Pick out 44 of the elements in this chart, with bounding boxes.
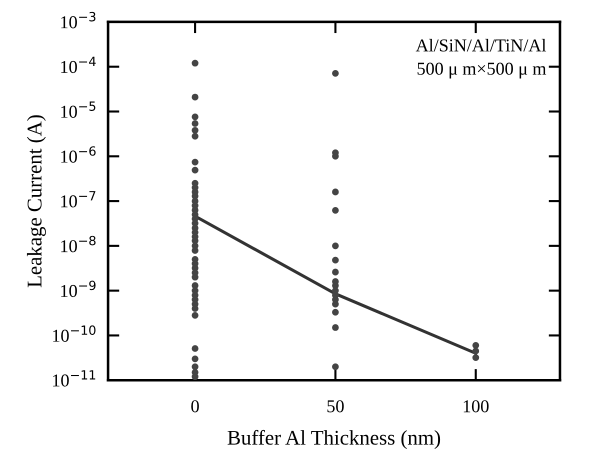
point xyxy=(472,354,480,361)
point xyxy=(332,300,339,308)
point xyxy=(332,268,339,276)
point xyxy=(332,188,339,196)
point xyxy=(192,132,198,140)
point xyxy=(192,345,198,352)
point xyxy=(192,363,198,370)
point xyxy=(332,242,339,250)
y-tick-label: 10$^{−9}$ xyxy=(61,280,96,298)
point xyxy=(332,324,339,331)
y-tick-label: 10$^{−3}$ xyxy=(61,12,96,28)
annotation: 500 μ m×500 μ m xyxy=(418,62,546,78)
point xyxy=(192,355,198,362)
point xyxy=(332,70,339,77)
point xyxy=(192,126,198,134)
point xyxy=(192,305,198,312)
y-tick-label: 10$^{−5}$ xyxy=(61,102,96,118)
x-tick-label: 50 xyxy=(327,400,344,412)
point xyxy=(192,247,198,254)
point xyxy=(332,206,339,214)
x-axis-title: Buffer Al Thickness (nm) xyxy=(228,430,440,450)
point xyxy=(192,158,198,166)
y-tick-label: 10$^{−8}$ xyxy=(61,236,96,252)
y-tick-label: 10$^{−10}$ xyxy=(53,325,96,342)
point xyxy=(332,308,339,316)
point xyxy=(192,312,198,319)
annotation: Al/SiN/Al/TiN/Al xyxy=(416,38,546,52)
point xyxy=(332,363,339,370)
point xyxy=(192,120,198,127)
y-axis-title: Leakage Current (A) xyxy=(26,115,46,288)
point xyxy=(192,60,198,67)
y-tick-label: 10$^{−7}$ xyxy=(61,191,96,208)
point xyxy=(472,342,480,349)
point xyxy=(192,166,198,174)
point xyxy=(472,348,480,354)
y-tick-label: 10$^{−11}$ xyxy=(53,370,96,387)
x-tick-label: 100 xyxy=(464,400,489,412)
y-tick-label: 10$^{−6}$ xyxy=(61,146,96,163)
point xyxy=(192,113,198,120)
point xyxy=(332,256,339,264)
x-tick-label: 0 xyxy=(191,400,199,412)
point xyxy=(192,282,198,289)
point xyxy=(192,94,198,100)
y-tick-label: 10$^{−4}$ xyxy=(61,56,96,74)
